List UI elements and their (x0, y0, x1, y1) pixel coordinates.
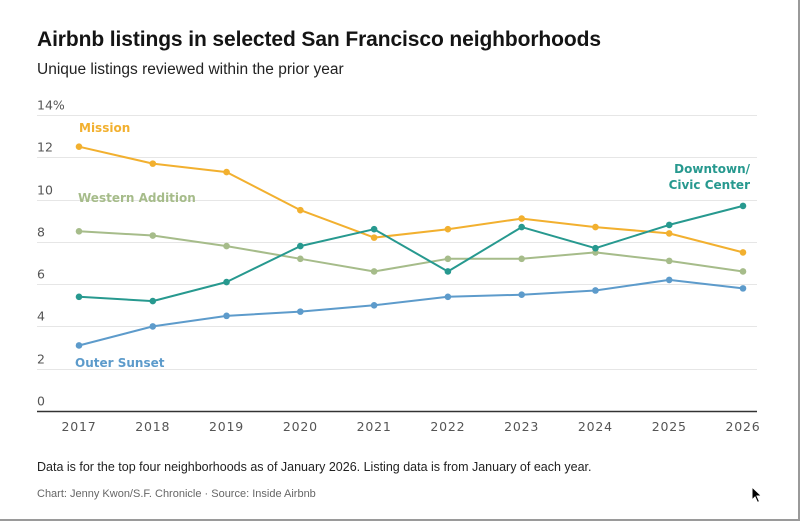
series-label: Mission (79, 121, 130, 135)
data-point (739, 202, 747, 210)
data-point (370, 234, 378, 241)
data-point (297, 206, 304, 214)
data-point (518, 291, 525, 299)
data-point (75, 227, 83, 235)
data-point (665, 257, 673, 265)
data-point (444, 293, 452, 301)
footnote: Data is for the top four neighborhoods a… (37, 460, 592, 474)
y-tick-label: 0 (37, 394, 45, 409)
series-label-line: Western Addition (78, 191, 196, 205)
x-tick-label: 2020 (283, 419, 318, 434)
y-tick-label: 12 (37, 140, 53, 155)
data-point (223, 168, 230, 176)
chart-title: Airbnb listings in selected San Francisc… (37, 28, 601, 51)
data-point (665, 276, 673, 284)
data-point (518, 223, 525, 231)
data-point (149, 297, 157, 305)
y-tick-label: 4 (37, 309, 45, 324)
series-outer-sunset (75, 276, 747, 349)
chart-subtitle: Unique listings reviewed within the prio… (37, 61, 344, 78)
series-label-line: Civic Center (669, 178, 751, 192)
series-label: Outer Sunset (75, 356, 165, 370)
x-tick-label: 2018 (135, 419, 170, 434)
x-tick-label: 2022 (430, 419, 465, 434)
series-line (78, 230, 744, 273)
data-point (665, 221, 673, 229)
data-point (444, 225, 452, 233)
x-tick-label: 2021 (357, 419, 392, 434)
x-tick-label: 2024 (578, 419, 613, 434)
series-line (78, 204, 744, 303)
data-point (739, 285, 747, 292)
x-tick-label: 2019 (209, 419, 244, 434)
mouse-cursor-icon (751, 486, 763, 504)
data-point (297, 242, 304, 250)
series-line (78, 278, 744, 347)
y-tick-label: 6 (37, 267, 45, 282)
data-point (665, 230, 673, 237)
data-point (370, 301, 378, 309)
data-point (223, 312, 230, 320)
data-point (592, 223, 599, 231)
data-point (518, 255, 525, 263)
data-point (223, 278, 230, 286)
data-point (75, 293, 83, 301)
series-label-line: Downtown/ (674, 162, 750, 176)
series-group (75, 143, 747, 349)
data-point (739, 268, 747, 275)
series-label-line: Outer Sunset (75, 356, 165, 370)
data-point (149, 232, 157, 239)
x-tick-label: 2025 (652, 419, 687, 434)
x-tick-label: 2026 (725, 419, 760, 434)
series-label: Downtown/Civic Center (669, 162, 751, 192)
data-point (75, 342, 83, 349)
y-tick-label: 10 (37, 183, 53, 198)
data-point (592, 244, 599, 252)
series-label-line: Mission (79, 121, 130, 135)
x-tick-label: 2023 (504, 419, 539, 434)
series-downtown-civic-center (75, 202, 747, 305)
data-point (518, 215, 525, 222)
series-western-addition (75, 227, 747, 275)
data-point (75, 143, 83, 151)
data-point (149, 323, 157, 330)
series-mission (75, 143, 747, 256)
data-point (370, 268, 378, 275)
series-label: Western Addition (78, 191, 196, 205)
data-point (297, 255, 304, 263)
y-tick-label: 2 (37, 352, 45, 367)
data-point (370, 225, 378, 233)
x-tick-label: 2017 (61, 419, 96, 434)
data-point (149, 160, 157, 167)
y-tick-label: 8 (37, 225, 45, 240)
data-point (444, 268, 452, 275)
y-axis: 0 2 4 6 8 10 12 14% (37, 98, 65, 409)
series-line (78, 145, 744, 254)
source-credit: Chart: Jenny Kwon/S.F. Chronicle · Sourc… (37, 488, 316, 500)
series-labels: Mission Western Addition Downtown/Civic Ce… (75, 121, 751, 370)
data-point (297, 308, 304, 315)
data-point (444, 255, 452, 263)
y-tick-label: 14% (37, 98, 65, 113)
data-point (592, 287, 599, 294)
data-point (739, 249, 747, 256)
data-point (223, 242, 230, 250)
x-axis: 2017 2018 2019 2020 2021 2022 2023 2024 2025 2026 (37, 410, 760, 434)
